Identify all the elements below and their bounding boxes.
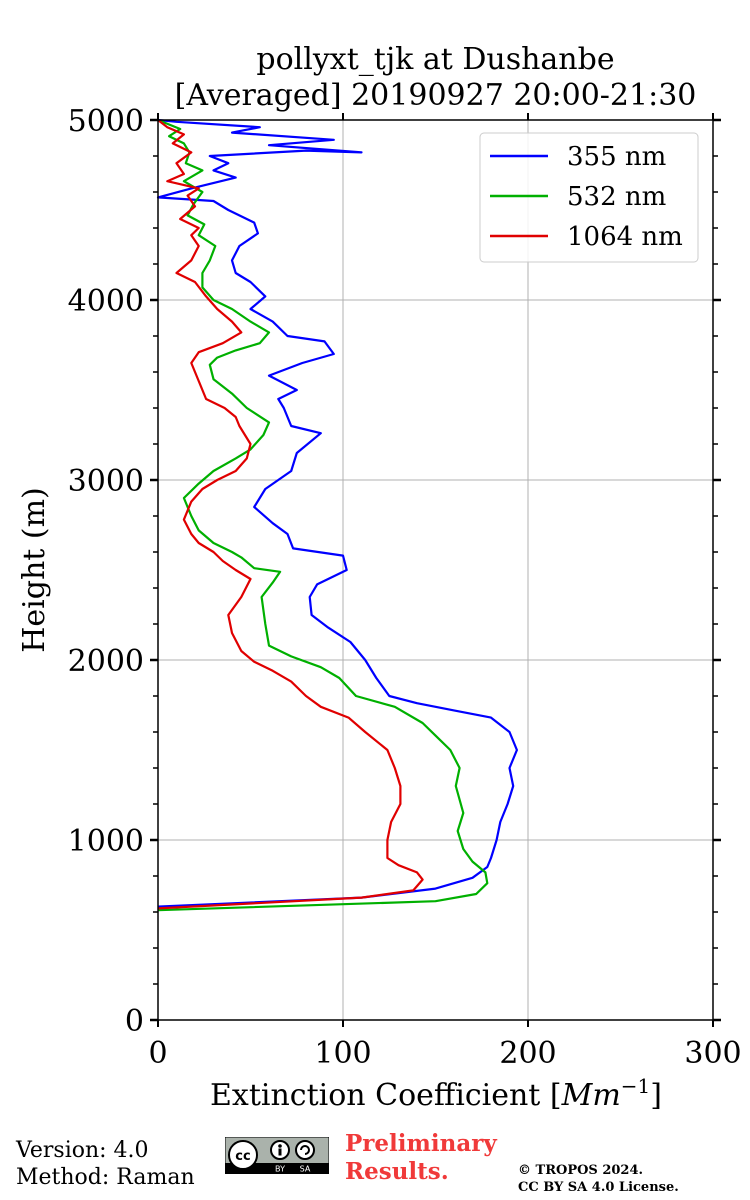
y-tick-label: 0 [125, 1004, 144, 1039]
svg-text:cc: cc [235, 1149, 250, 1164]
results-label: Results. [345, 1158, 449, 1185]
plot-frame [157, 119, 714, 1021]
y-tick-label: 1000 [68, 824, 144, 859]
chart-title-line-1: pollyxt_tjk at Dushanbe [256, 42, 615, 77]
y-tick-labels: 0 1000 2000 3000 4000 5000 [68, 104, 144, 1039]
x-tick-label: 200 [499, 1036, 556, 1071]
x-tick-label: 300 [684, 1036, 741, 1071]
y-axis-label: Height (m) [17, 487, 52, 652]
y-tick-label: 4000 [68, 284, 144, 319]
y-tick-label: 2000 [68, 644, 144, 679]
axis-ticks [150, 113, 721, 1027]
legend: 355 nm 532 nm 1064 nm [479, 132, 699, 263]
x-axis-label: Extinction Coefficient [Mm−1] [210, 1074, 662, 1113]
svg-text:SA: SA [300, 1165, 311, 1174]
chart-title-line-2: [Averaged] 20190927 20:00-21:30 [174, 78, 697, 113]
y-tick-label: 3000 [68, 464, 144, 499]
preliminary-label: Preliminary [345, 1130, 497, 1157]
copyright-line-2: CC BY SA 4.0 License. [518, 1180, 679, 1195]
legend-label: 532 nm [567, 182, 666, 212]
x-tick-label: 100 [314, 1036, 371, 1071]
version-label: Version: 4.0 [16, 1138, 149, 1163]
series-line-1064-nm [157, 119, 424, 910]
svg-text:BY: BY [275, 1165, 285, 1174]
legend-label: 1064 nm [567, 222, 683, 252]
series-line-532-nm [157, 118, 489, 912]
legend-label: 355 nm [567, 142, 666, 172]
x-tick-label: 0 [148, 1036, 167, 1071]
copyright-line-1: © TROPOS 2024. [518, 1163, 644, 1178]
x-tick-labels: 0 100 200 300 [148, 1036, 741, 1071]
series-line-355-nm [156, 118, 518, 908]
y-tick-label: 5000 [68, 104, 144, 139]
cc-by-sa-badge-icon: cc BY SA [225, 1137, 329, 1174]
data-series [156, 118, 518, 912]
method-label: Method: Raman [16, 1165, 195, 1190]
